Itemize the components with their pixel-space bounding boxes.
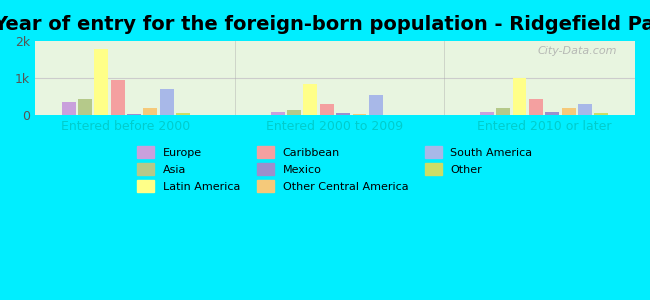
Title: Year of entry for the foreign-born population - Ridgefield Park: Year of entry for the foreign-born popul… [0, 15, 650, 34]
Bar [336, 112, 350, 116]
Bar [480, 112, 494, 116]
Bar [78, 99, 92, 116]
Legend: Europe, Asia, Latin America, Caribbean, Mexico, Other Central America, South Ame: Europe, Asia, Latin America, Caribbean, … [133, 142, 537, 196]
Text: City-Data.com: City-Data.com [538, 46, 617, 56]
Bar [127, 114, 141, 116]
Bar [111, 80, 125, 116]
Bar [271, 112, 285, 116]
Bar [513, 78, 526, 116]
Bar [529, 100, 543, 116]
Bar [320, 104, 333, 116]
Bar [352, 114, 367, 116]
Bar [62, 102, 75, 116]
Bar [562, 108, 576, 116]
Bar [144, 108, 157, 116]
Bar [304, 84, 317, 116]
Bar [545, 112, 559, 116]
Bar [287, 110, 301, 116]
Bar [385, 115, 399, 116]
Bar [594, 113, 608, 116]
Bar [578, 104, 592, 116]
Bar [176, 113, 190, 116]
Bar [496, 108, 510, 116]
Bar [160, 89, 174, 116]
Bar [369, 95, 383, 116]
Bar [94, 49, 109, 116]
